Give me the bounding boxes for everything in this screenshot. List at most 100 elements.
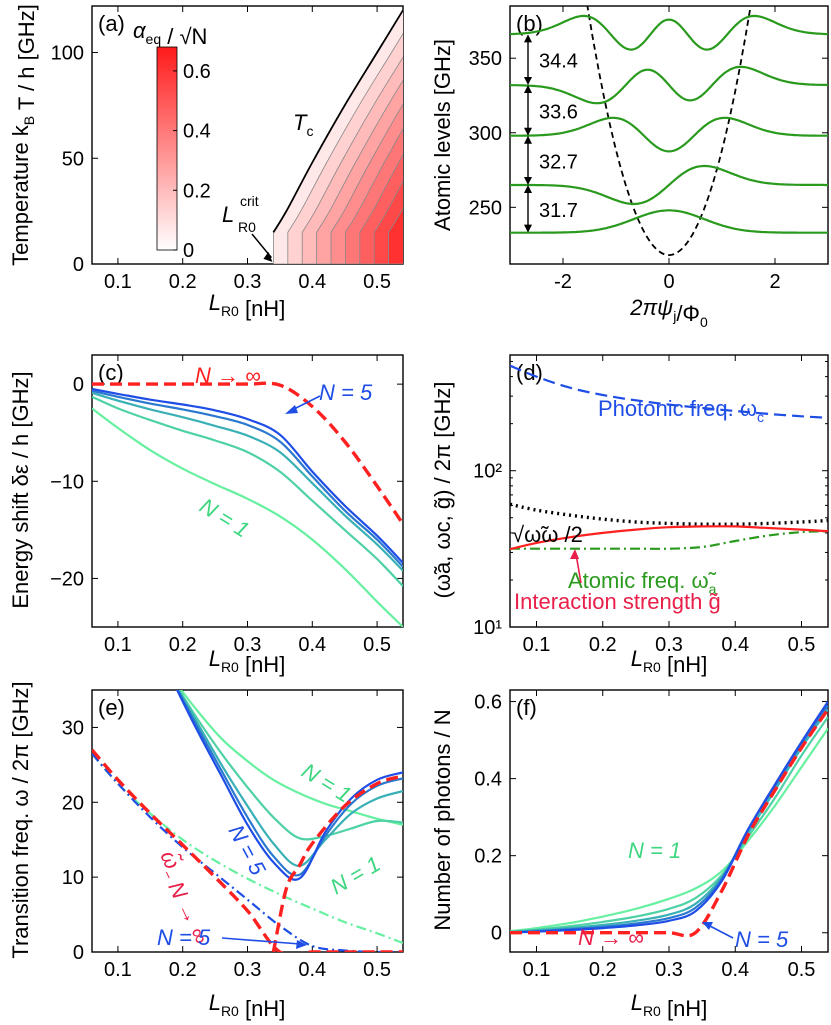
series-line xyxy=(510,700,828,934)
spacing-arrowhead xyxy=(524,184,532,193)
series-line xyxy=(177,690,403,841)
y-tick-label: −20 xyxy=(50,568,84,590)
plot-area xyxy=(510,700,828,938)
level-spacing-label: 32.7 xyxy=(539,151,578,173)
x-tick-label: 0.3 xyxy=(655,959,683,981)
lcrit-arrowhead xyxy=(263,251,273,262)
x-tick-label: 0.1 xyxy=(523,634,551,656)
x-tick-label: 0.4 xyxy=(298,271,326,293)
x-tick-label: 0.1 xyxy=(523,959,551,981)
spacing-arrowhead xyxy=(524,85,532,94)
series-line xyxy=(177,690,403,867)
x-axis-label: 2πψj/Φ0 xyxy=(629,295,708,330)
y-axis-label: Atomic levels [GHz] xyxy=(430,39,455,231)
x-axis-label: LR0 [nH] xyxy=(209,990,286,1021)
label-n-infinity: N → ∞ xyxy=(578,925,644,950)
y-tick-label: 10² xyxy=(473,461,502,483)
wavefunction-level xyxy=(510,209,828,234)
series-line xyxy=(510,364,828,419)
plot-area xyxy=(92,690,403,952)
label-n5-arrowhead xyxy=(285,405,298,414)
y-tick-label: 0.6 xyxy=(474,692,502,714)
x-axis-label: LR0 [nH] xyxy=(209,290,286,321)
y-axis-label-group: Temperature kB T / h [GHz] xyxy=(8,4,39,266)
series-line xyxy=(92,395,403,587)
label-n5-arrow xyxy=(707,924,734,939)
spacing-arrowhead xyxy=(524,77,532,86)
y-tick-label: 10 xyxy=(62,867,84,889)
series-line xyxy=(510,708,828,934)
series-line xyxy=(510,530,828,550)
series-line xyxy=(510,708,828,938)
contour-band xyxy=(388,207,403,264)
label-n1: N = 1 xyxy=(195,493,253,542)
y-axis-label: Temperature kB T / h [GHz] xyxy=(8,4,39,266)
x-tick-label: 0.2 xyxy=(169,959,197,981)
level-spacing-label: 34.4 xyxy=(539,51,578,73)
y-tick-label: 10¹ xyxy=(473,617,502,639)
spacing-arrowhead xyxy=(524,135,532,144)
spacing-arrowhead xyxy=(524,176,532,185)
label-n-infinity: N → ∞ xyxy=(195,363,261,388)
label-n1: N = 1 xyxy=(628,838,681,863)
plot-area xyxy=(510,6,828,257)
label-n5: N = 5 xyxy=(735,927,789,952)
x-axis-label: LR0 [nH] xyxy=(631,646,708,677)
panel-label: (c) xyxy=(98,360,124,385)
tc-label: Tc xyxy=(293,110,313,139)
series-line xyxy=(92,748,403,952)
label-n1-lower: N = 1 xyxy=(326,851,385,899)
wavefunction-level xyxy=(510,14,828,51)
x-tick-label: 2 xyxy=(769,271,780,293)
plot-area xyxy=(92,381,403,627)
y-tick-label: 0 xyxy=(73,942,84,964)
label-n5-lower-arrow xyxy=(221,937,301,945)
y-tick-label: 250 xyxy=(469,197,502,219)
label-n5: N = 5 xyxy=(319,380,373,405)
label-n5-lower-arrowhead xyxy=(296,940,307,949)
plot-area xyxy=(510,364,828,551)
potential-curve xyxy=(586,6,752,257)
label-photonic: Photonic freq. ωc xyxy=(598,396,764,425)
series-line xyxy=(92,752,403,945)
plot-frame xyxy=(509,689,829,953)
x-tick-label: 0.3 xyxy=(655,634,683,656)
x-tick-label: 0.1 xyxy=(104,634,132,656)
y-axis-label-group: (ω̃a, ωc, g̃) / 2π [GHz] xyxy=(430,381,455,598)
series-line xyxy=(92,387,403,564)
x-tick-label: 0.3 xyxy=(234,959,262,981)
x-tick-label: 0.3 xyxy=(234,271,262,293)
x-tick-label: -2 xyxy=(554,271,572,293)
y-tick-label: 30 xyxy=(62,717,84,739)
label-sqrt: √ω̃ω /2 xyxy=(512,522,583,547)
series-line xyxy=(176,690,403,877)
y-axis-label-group: Atomic levels [GHz] xyxy=(430,39,455,231)
y-tick-label: −10 xyxy=(50,471,84,493)
y-axis-label: Energy shift δε / h [GHz] xyxy=(8,371,33,608)
x-tick-label: 0.1 xyxy=(104,959,132,981)
wavefunction-level xyxy=(510,116,828,153)
y-axis-label: Transition freq. ω / 2π [GHz] xyxy=(8,681,33,958)
label-interaction-arrowhead xyxy=(570,549,579,559)
label-atomic: Atomic freq. ω̃a xyxy=(568,568,717,597)
colorbar-tick-label: 0 xyxy=(183,240,194,262)
x-axis-label: LR0 [nH] xyxy=(631,990,708,1021)
wavefunction-level xyxy=(510,164,828,206)
y-axis-label: Number of photons / N xyxy=(430,709,455,930)
label-interaction: Interaction strength g̃ xyxy=(514,589,721,614)
level-spacing-label: 33.6 xyxy=(539,101,578,123)
y-tick-label: 0.4 xyxy=(474,769,502,791)
heatmap xyxy=(272,9,403,264)
panel-label: (a) xyxy=(98,11,125,36)
x-tick-label: 0.2 xyxy=(589,634,617,656)
x-tick-label: 0.5 xyxy=(788,959,816,981)
y-tick-label: 300 xyxy=(469,123,502,145)
y-tick-label: 350 xyxy=(469,48,502,70)
tc-curve xyxy=(272,9,403,233)
x-tick-label: 0.5 xyxy=(788,634,816,656)
series-line xyxy=(92,407,403,627)
spacing-arrowhead xyxy=(524,127,532,136)
panel-label: (d) xyxy=(516,360,543,385)
plot-frame xyxy=(509,5,829,265)
